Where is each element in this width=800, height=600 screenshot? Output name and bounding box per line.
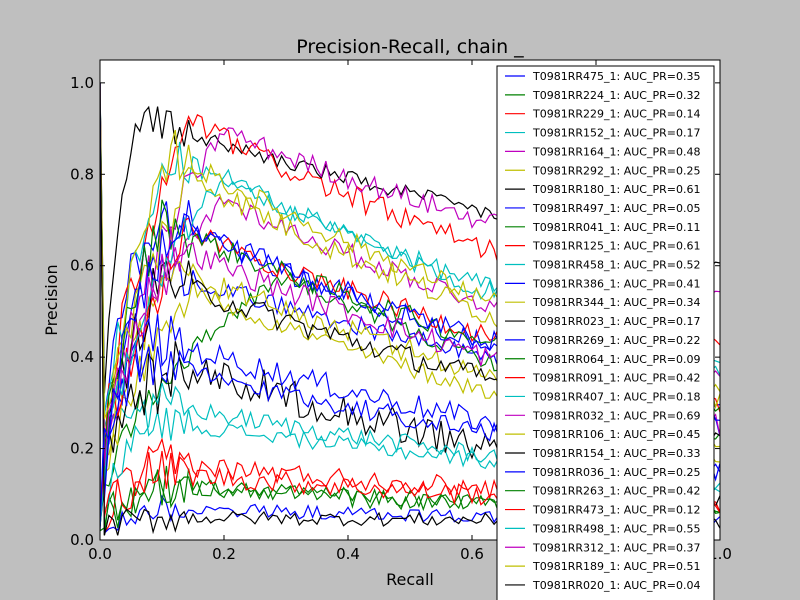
y-tick-label: 0.8 <box>70 165 94 183</box>
legend-label: T0981RR263_1: AUC_PR=0.42 <box>532 485 700 498</box>
legend-label: T0981RR036_1: AUC_PR=0.25 <box>532 466 700 479</box>
legend-label: T0981RR023_1: AUC_PR=0.17 <box>532 315 700 328</box>
legend-label: T0981RR064_1: AUC_PR=0.09 <box>532 353 700 366</box>
legend-label: T0981RR498_1: AUC_PR=0.55 <box>532 522 700 535</box>
legend-label: T0981RR269_1: AUC_PR=0.22 <box>532 334 700 347</box>
legend-label: T0981RR091_1: AUC_PR=0.42 <box>532 372 700 385</box>
y-tick-label: 0.0 <box>70 531 94 549</box>
y-axis-label: Precision <box>42 264 61 335</box>
legend-label: T0981RR401_1: AUC_PR=0.42 <box>532 598 700 600</box>
legend-label: T0981RR407_1: AUC_PR=0.18 <box>532 390 700 403</box>
legend-label: T0981RR497_1: AUC_PR=0.05 <box>532 202 700 215</box>
legend-label: T0981RR475_1: AUC_PR=0.35 <box>532 70 700 83</box>
legend-label: T0981RR189_1: AUC_PR=0.51 <box>532 560 700 573</box>
legend-label: T0981RR180_1: AUC_PR=0.61 <box>532 183 700 196</box>
legend-label: T0981RR473_1: AUC_PR=0.12 <box>532 504 700 517</box>
legend-label: T0981RR229_1: AUC_PR=0.14 <box>532 108 700 121</box>
legend-label: T0981RR386_1: AUC_PR=0.41 <box>532 277 700 290</box>
x-tick-label: 0.2 <box>212 545 236 563</box>
legend-label: T0981RR020_1: AUC_PR=0.04 <box>532 579 700 592</box>
legend-box <box>496 65 715 600</box>
legend: T0981RR475_1: AUC_PR=0.35 T0981RR224_1: A… <box>496 65 715 600</box>
legend-label: T0981RR344_1: AUC_PR=0.34 <box>532 296 700 309</box>
legend-label: T0981RR041_1: AUC_PR=0.11 <box>532 221 700 234</box>
y-tick-label: 0.6 <box>70 257 94 275</box>
y-tick-label: 1.0 <box>70 74 94 92</box>
legend-label: T0981RR032_1: AUC_PR=0.69 <box>532 409 700 422</box>
y-tick-label: 0.2 <box>70 440 94 458</box>
legend-label: T0981RR152_1: AUC_PR=0.17 <box>532 127 700 140</box>
legend-label: T0981RR224_1: AUC_PR=0.32 <box>532 89 700 102</box>
x-axis-label: Recall <box>386 570 434 589</box>
chart-title: Precision-Recall, chain _ <box>296 36 524 58</box>
legend-label: T0981RR458_1: AUC_PR=0.52 <box>532 259 700 272</box>
plot-frame <box>99 59 721 541</box>
legend-label: T0981RR106_1: AUC_PR=0.45 <box>532 428 700 441</box>
legend-label: T0981RR312_1: AUC_PR=0.37 <box>532 541 700 554</box>
legend-label: T0981RR125_1: AUC_PR=0.61 <box>532 240 700 253</box>
legend-label: T0981RR292_1: AUC_PR=0.25 <box>532 164 700 177</box>
x-tick-label: 0.4 <box>336 545 360 563</box>
x-tick-label: 0.6 <box>460 545 484 563</box>
legend-label: T0981RR154_1: AUC_PR=0.33 <box>532 447 700 460</box>
legend-label: T0981RR164_1: AUC_PR=0.48 <box>532 145 700 158</box>
x-tick-label: 0.0 <box>88 545 112 563</box>
y-tick-label: 0.4 <box>70 348 94 366</box>
